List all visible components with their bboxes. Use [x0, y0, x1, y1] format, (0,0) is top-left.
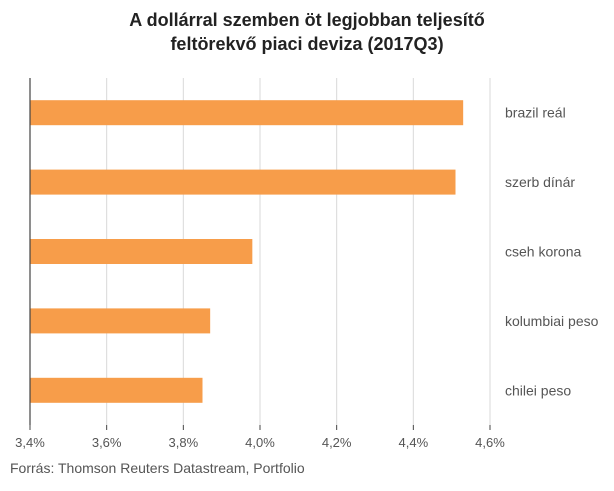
source-note: Forrás: Thomson Reuters Datastream, Port… [10, 460, 305, 476]
x-tick-label: 4,4% [399, 435, 429, 450]
chart-title-line-1: A dollárral szemben öt legjobban teljesí… [129, 10, 485, 30]
bar [30, 169, 456, 195]
bar [30, 239, 253, 264]
category-label: chilei peso [505, 382, 571, 398]
category-labels: brazil reál szerb dínár cseh korona kolumbi… [505, 105, 599, 399]
category-label: szerb dínár [505, 174, 575, 190]
x-tick-label: 4,2% [322, 435, 352, 450]
bar [30, 377, 203, 403]
bar [30, 100, 464, 126]
x-tick-label: 3,4% [15, 435, 45, 450]
bar [30, 308, 211, 334]
bars [30, 100, 464, 403]
chart-title-line-2: feltörekvő piaci deviza (2017Q3) [170, 34, 444, 54]
x-tick-label: 4,0% [245, 435, 275, 450]
category-label: cseh korona [505, 244, 581, 260]
category-label: brazil reál [505, 105, 566, 121]
x-axis: 3,4% 3,6% 3,8% 4,0% 4,2% 4,4% 4,6% [15, 78, 505, 450]
x-tick-label: 3,8% [169, 435, 199, 450]
category-label: kolumbiai peso [505, 313, 599, 329]
x-tick-label: 4,6% [475, 435, 505, 450]
x-tick-label: 3,6% [92, 435, 122, 450]
chart-title: A dollárral szemben öt legjobban teljesí… [0, 8, 614, 56]
